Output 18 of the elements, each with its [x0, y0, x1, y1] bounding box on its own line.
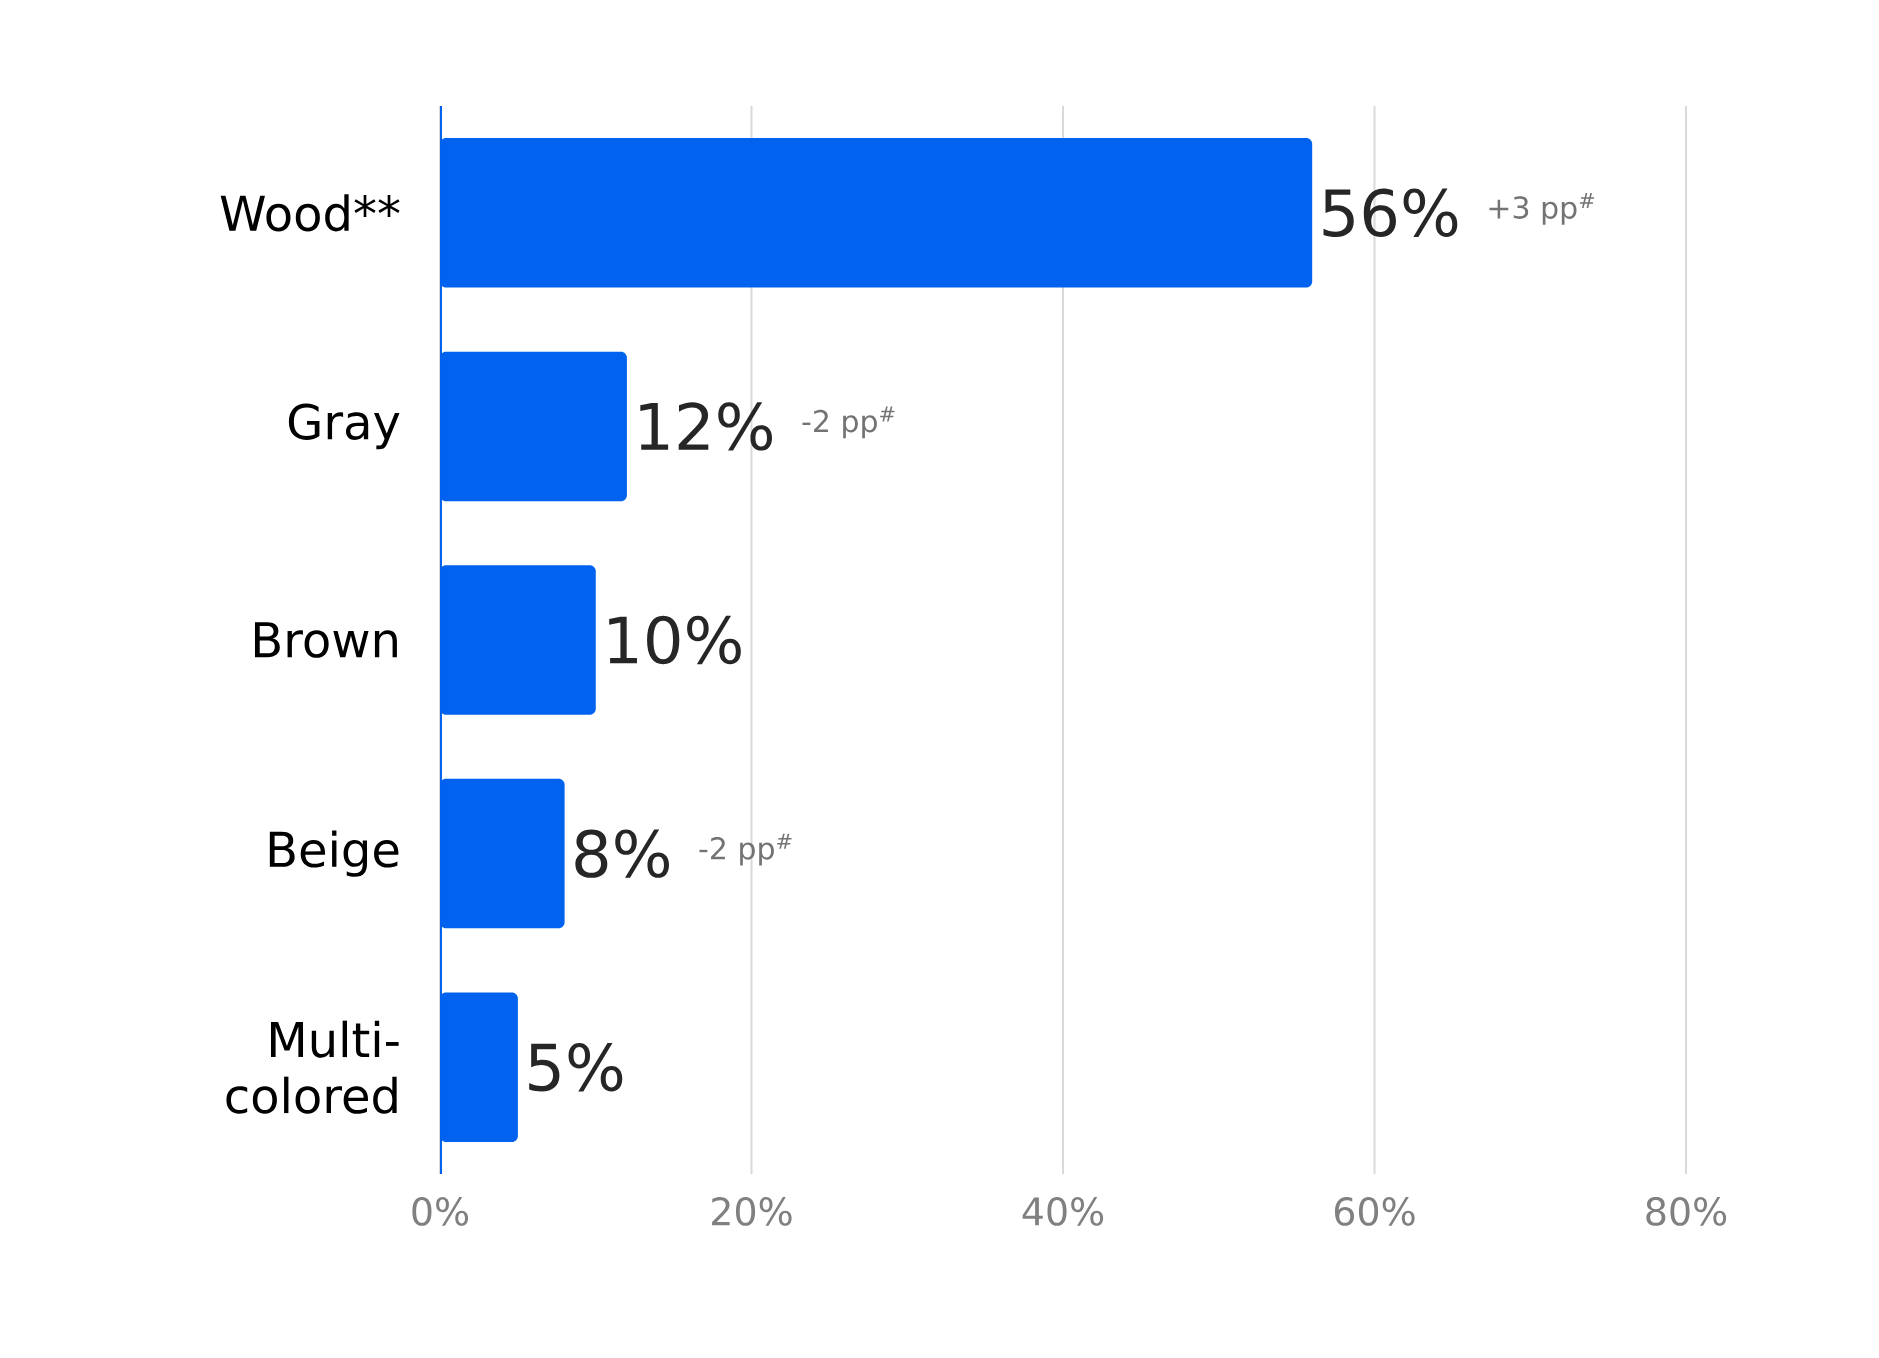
annotation: -2 pp$^{#}$: [802, 406, 895, 439]
annotation: +3 pp$^{#}$: [1489, 192, 1595, 225]
x-tick-label: 40%: [1022, 1197, 1104, 1226]
data-label: 5%: [529, 1043, 623, 1092]
y-tick-label: Multi-colored: [226, 1020, 399, 1114]
data-label: 12%: [640, 402, 772, 451]
y-tick-label: Beige: [269, 830, 399, 877]
data-label: 10%: [609, 615, 741, 665]
x-tick-label: 20%: [712, 1197, 792, 1226]
data-label: 56%: [1323, 188, 1458, 237]
x-tick-label: 0%: [412, 1197, 469, 1226]
y-tick-label: Brown: [254, 622, 397, 658]
x-tick-label: 80%: [1646, 1197, 1727, 1226]
data-label: 8%: [575, 829, 669, 878]
y-tick-label: Wood**: [220, 194, 400, 232]
x-tick-label: 60%: [1334, 1197, 1415, 1226]
y-tick-label: Gray: [288, 403, 400, 450]
annotation: -2 pp$^{#}$: [699, 833, 792, 866]
